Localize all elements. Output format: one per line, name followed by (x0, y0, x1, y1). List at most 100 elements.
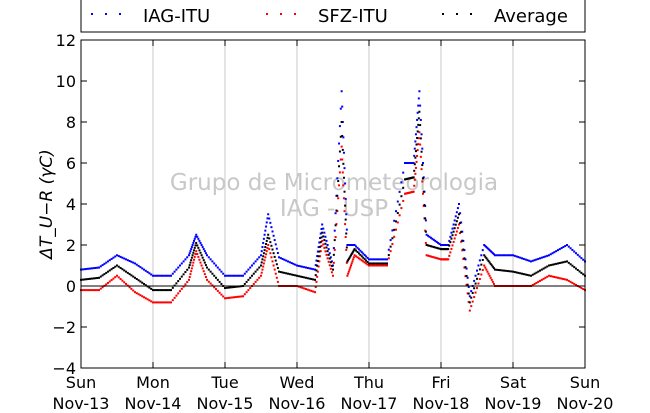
data-point (419, 137, 422, 140)
data-point (473, 287, 476, 290)
data-point (128, 259, 131, 262)
data-point (391, 242, 394, 245)
data-point (254, 280, 257, 283)
data-point (458, 213, 460, 216)
data-point (188, 278, 190, 281)
data-point (344, 197, 347, 200)
data-point (319, 232, 322, 235)
data-point (422, 205, 425, 208)
data-point (243, 272, 246, 275)
data-point (575, 283, 577, 286)
data-point (314, 286, 317, 289)
data-point (258, 256, 261, 259)
data-point (412, 176, 415, 179)
data-point (83, 278, 86, 281)
data-point (492, 267, 495, 270)
data-point (542, 267, 545, 270)
data-point (320, 228, 323, 231)
data-point (92, 289, 95, 292)
data-point (179, 277, 181, 280)
data-point (116, 274, 118, 277)
data-point (567, 245, 570, 248)
data-point (427, 244, 430, 247)
data-point (264, 256, 267, 259)
data-point (347, 272, 350, 275)
data-point (254, 270, 257, 273)
data-point (414, 172, 417, 175)
data-point (96, 266, 99, 269)
data-point (152, 301, 154, 304)
data-point (196, 244, 199, 247)
data-point (224, 287, 226, 290)
data-point (305, 288, 307, 291)
data-point (276, 251, 279, 254)
data-point (420, 133, 423, 136)
data-point (89, 289, 91, 292)
data-point (153, 301, 156, 304)
data-point (531, 273, 534, 276)
data-point (571, 264, 574, 267)
data-point (234, 285, 237, 288)
data-point (396, 221, 399, 224)
data-point (400, 181, 403, 184)
data-point (531, 259, 534, 262)
data-point (417, 97, 420, 100)
data-point (476, 269, 478, 272)
x-tick-label-date-0: Nov-13 (53, 394, 110, 409)
data-point (268, 217, 271, 220)
data-point (294, 274, 297, 277)
data-point (164, 289, 167, 292)
data-point (468, 309, 471, 312)
data-point (365, 262, 368, 265)
data-point (125, 282, 127, 285)
data-point (213, 274, 216, 277)
data-point (486, 270, 489, 273)
data-point (265, 221, 268, 224)
data-point (338, 184, 341, 187)
data-point (362, 260, 365, 263)
data-point (332, 261, 335, 264)
data-point (271, 248, 274, 251)
data-point (362, 256, 365, 259)
data-point (483, 264, 486, 267)
data-point (90, 267, 93, 270)
data-point (418, 90, 421, 93)
data-point (260, 250, 263, 253)
data-point (323, 239, 326, 242)
data-point (201, 256, 204, 259)
data-point (546, 275, 549, 278)
data-point (348, 256, 351, 259)
data-point (366, 256, 369, 259)
data-point (466, 276, 469, 279)
legend-box (80, 0, 586, 33)
data-point (389, 239, 392, 242)
data-point (177, 280, 180, 283)
data-point (356, 250, 359, 253)
data-point (573, 250, 576, 253)
data-point (189, 273, 192, 276)
data-point (332, 268, 334, 271)
data-point (414, 156, 417, 159)
data-point (549, 264, 552, 267)
data-point (262, 241, 265, 244)
data-point (260, 274, 262, 277)
data-point (344, 223, 347, 226)
data-point (101, 274, 104, 277)
data-point (339, 135, 342, 138)
data-point (340, 90, 343, 93)
data-point (146, 271, 149, 274)
data-point (414, 133, 417, 136)
series-iag-itu (80, 90, 586, 298)
data-point (263, 259, 266, 262)
data-point (216, 289, 219, 292)
data-point (456, 216, 459, 219)
data-point (424, 230, 427, 233)
data-point (263, 249, 266, 252)
data-point (521, 272, 523, 275)
data-point (497, 269, 500, 272)
data-point (119, 266, 122, 269)
data-point (337, 180, 340, 183)
data-point (193, 249, 196, 252)
data-point (170, 301, 172, 304)
data-point (526, 259, 529, 262)
